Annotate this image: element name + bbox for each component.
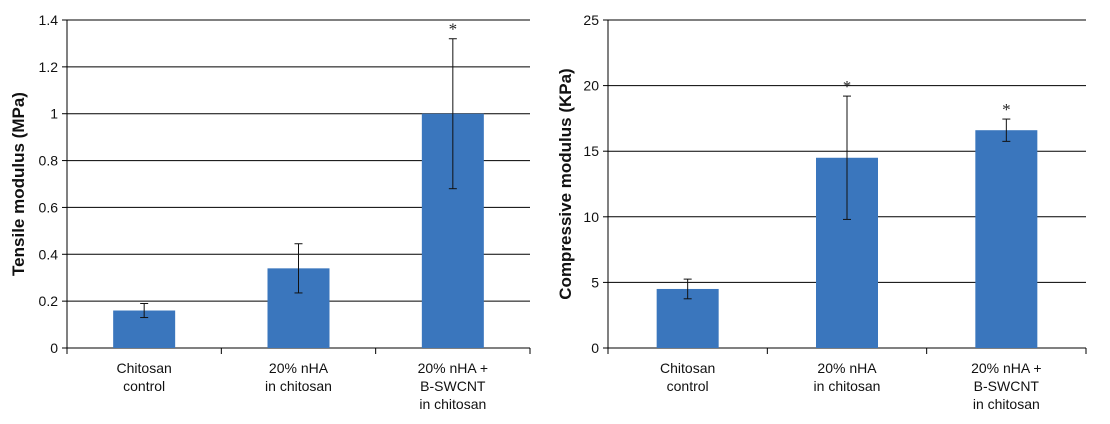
tensile-y-tick-label: 1.4 (39, 12, 59, 28)
tensile-category-label: 20% nHA + B-SWCNT in chitosan (418, 360, 488, 412)
compressive-significance-marker: * (843, 77, 852, 96)
compressive-error-bar (683, 278, 692, 300)
tensile-y-tick-label: 0 (50, 340, 58, 356)
tensile-y-tick-label: 1 (50, 106, 58, 122)
tensile-y-tick-label: 0.2 (39, 293, 59, 309)
tensile-error-bar (448, 38, 457, 190)
compressive-y-tick-label: 5 (591, 274, 599, 290)
compressive-bar (975, 130, 1038, 348)
compressive-error-bar (1002, 118, 1011, 142)
tensile-error-bar (140, 302, 149, 319)
tensile-y-tick-label: 0.6 (39, 199, 59, 215)
tensile-significance-marker: * (449, 20, 458, 39)
tensile-y-tick-label: 1.2 (39, 59, 59, 75)
tensile-category-label: 20% nHA in chitosan (265, 360, 332, 394)
compressive-error-bar (843, 95, 851, 220)
compressive-y-tick-label: 15 (583, 143, 599, 159)
chart-compressive-modulus: 0 5 10 15 20 25 Chitosan control * 20% nHA in chit… (556, 12, 1087, 412)
tensile-y-tick-label: 0.8 (39, 153, 59, 169)
compressive-category-label: Chitosan control (660, 360, 715, 394)
compressive-y-axis-title: Compressive modulus (KPa) (556, 68, 575, 299)
tensile-category-label: Chitosan control (117, 360, 172, 394)
tensile-y-axis-title: Tensile modulus (MPa) (9, 92, 28, 276)
tensile-error-bar (294, 243, 303, 294)
compressive-y-tick-label: 10 (583, 209, 599, 225)
tensile-y-tick-label: 0.4 (39, 246, 59, 262)
compressive-y-tick-label: 0 (591, 340, 599, 356)
compressive-y-tick-label: 25 (583, 12, 599, 28)
compressive-y-tick-label: 20 (583, 78, 599, 94)
chart-tensile-modulus: 0 0.2 0.4 0.6 0.8 1 1.2 1.4 Chitosan control 20% n… (9, 12, 531, 412)
compressive-category-label: 20% nHA + B-SWCNT in chitosan (971, 360, 1041, 412)
compressive-significance-marker: * (1002, 100, 1011, 119)
compressive-category-label: 20% nHA in chitosan (814, 360, 881, 394)
